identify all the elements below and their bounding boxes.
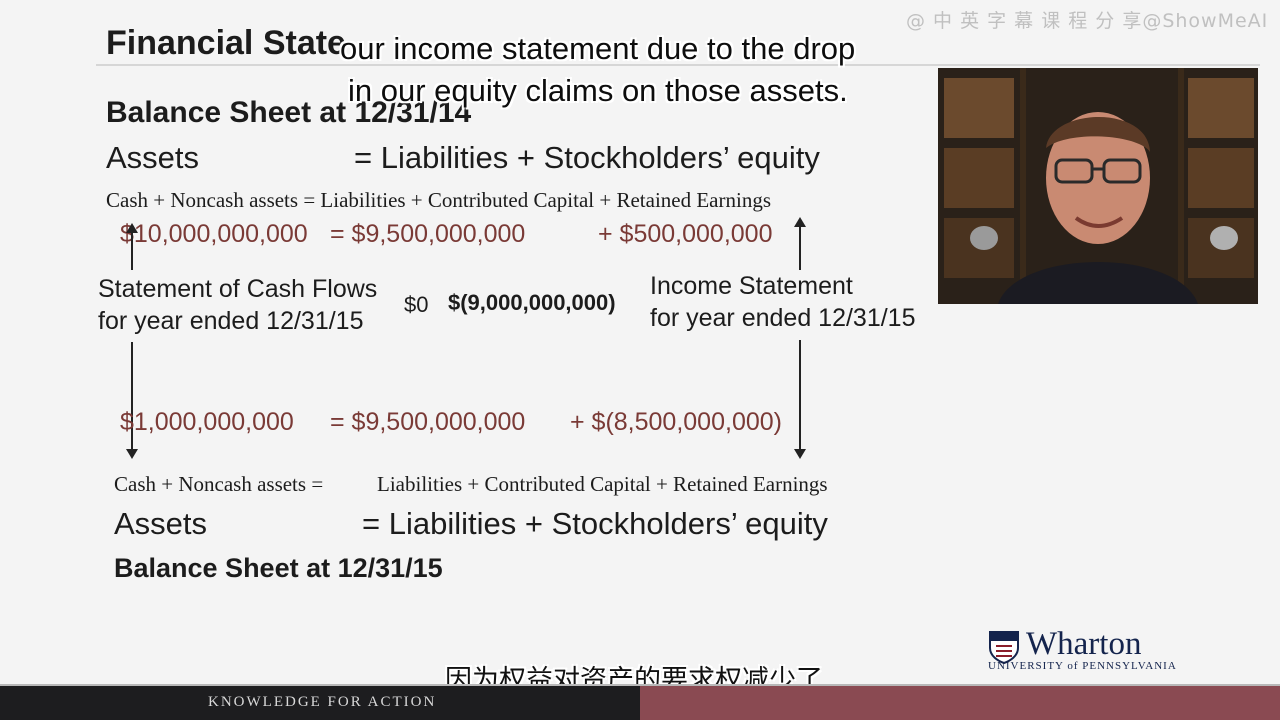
cash-arrow-lower [126,342,138,459]
top-assets-value: $10,000,000,000 [120,220,308,248]
logo-subtitle: UNIVERSITY of PENNSYLVANIA [988,660,1177,672]
top-equity-value: + $500,000,000 [598,220,773,248]
english-caption-line2: in our equity claims on those assets. [348,73,848,108]
net-income-value: $(9,000,000,000) [448,290,616,315]
bottom-detail-assets: Cash + Noncash assets = [114,472,324,496]
shield-icon [989,631,1019,664]
earnings-arrow-lower [794,340,806,459]
balance-sheet-heading-2014: Balance Sheet at 12/31/14 [106,96,472,129]
bottom-liabilities-value: = $9,500,000,000 [330,408,526,436]
bottom-accounting-equation: Assets = Liabilities + Stockholders’ equ… [114,506,828,541]
income-statement-line2: for year ended 12/31/15 [650,304,916,332]
presenter-video [938,68,1258,304]
footer-divider [0,684,1280,686]
top-accounting-equation: Assets = Liabilities + Stockholders’ equ… [106,140,820,175]
bottom-assets-value: $1,000,000,000 [120,408,294,436]
footer-bar-dark [0,686,640,720]
income-statement-label: Income Statement for year ended 12/31/15 [650,270,915,334]
footer-tagline: KNOWLEDGE FOR ACTION [208,694,437,710]
top-liabilities-value: = $9,500,000,000 [330,220,526,248]
top-equation-detail: Cash + Noncash assets = Liabilities + Co… [106,188,772,212]
english-caption: our income statement due to the drop in … [340,28,855,112]
logo-wordmark: Wharton [1026,626,1142,662]
bottom-detail-claims: Liabilities + Contributed Capital + Reta… [377,472,828,496]
cash-flow-statement-line1: Statement of Cash Flows [98,275,378,303]
cash-arrow-upper [126,223,138,270]
english-caption-line1: our income statement due to the drop [340,31,856,66]
balance-sheet-heading-2015: Balance Sheet at 12/31/15 [114,553,443,583]
presenter-image [938,68,1258,304]
slide-title: Financial State [106,24,346,62]
wharton-logo: Wharton UNIVERSITY of PENNSYLVANIA [988,626,1198,672]
bottom-equity-value: + $(8,500,000,000) [570,408,782,436]
cash-flow-statement-label: Statement of Cash Flows for year ended 1… [98,273,377,337]
income-statement-line1: Income Statement [650,272,853,300]
earnings-arrow-upper [794,217,806,270]
cash-flow-value: $0 [404,292,429,317]
cash-flow-statement-line2: for year ended 12/31/15 [98,307,364,335]
title-divider [96,64,1260,66]
watermark-text: @ 中 英 字 幕 课 程 分 享@ShowMeAI [906,10,1269,32]
footer-bar-accent [640,686,1280,720]
